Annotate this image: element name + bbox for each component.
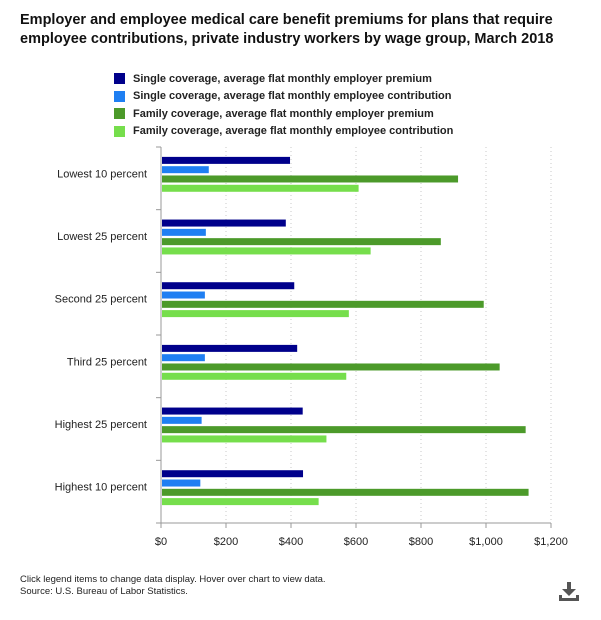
bar[interactable] (162, 156, 291, 164)
bar[interactable] (162, 282, 295, 290)
x-tick-label: $0 (155, 536, 167, 548)
category-label: Highest 25 percent (55, 419, 147, 431)
bar[interactable] (162, 291, 205, 299)
x-tick-label: $1,000 (469, 536, 503, 548)
x-tick-label: $600 (344, 536, 368, 548)
bar[interactable] (162, 407, 303, 415)
x-tick-label: $400 (279, 536, 303, 548)
bar[interactable] (162, 435, 327, 443)
footer-source: Source: U.S. Bureau of Labor Statistics. (20, 586, 188, 597)
bar[interactable] (162, 372, 347, 380)
footer-note: Click legend items to change data displa… (20, 574, 326, 585)
legend-label: Family coverage, average flat monthly em… (133, 125, 454, 138)
legend-label: Single coverage, average flat monthly em… (133, 72, 432, 85)
legend-item-single-employer[interactable]: Single coverage, average flat monthly em… (114, 70, 453, 88)
legend-label: Family coverage, average flat monthly em… (133, 107, 434, 120)
category-label: Second 25 percent (55, 294, 147, 306)
bar[interactable] (162, 416, 202, 424)
x-tick-label: $800 (409, 536, 433, 548)
legend-item-family-employer[interactable]: Family coverage, average flat monthly em… (114, 105, 453, 123)
bar[interactable] (162, 479, 201, 487)
bar[interactable] (162, 166, 209, 174)
bar[interactable] (162, 310, 349, 318)
legend-swatch (114, 125, 125, 137)
bar[interactable] (162, 300, 484, 308)
bar[interactable] (162, 184, 359, 192)
bar[interactable] (162, 470, 304, 478)
legend-swatch (114, 73, 125, 85)
bar[interactable] (162, 363, 500, 371)
legend-swatch (114, 108, 125, 120)
bar[interactable] (162, 426, 526, 434)
x-tick-label: $200 (214, 536, 238, 548)
legend-label: Single coverage, average flat monthly em… (133, 90, 452, 103)
download-icon[interactable] (558, 580, 580, 602)
bar[interactable] (162, 238, 441, 246)
category-label: Lowest 25 percent (57, 231, 147, 243)
bar[interactable] (162, 247, 371, 255)
bar[interactable] (162, 228, 206, 236)
category-label: Lowest 10 percent (57, 168, 147, 180)
download-icon-glyph (559, 582, 579, 601)
chart-title: Employer and employee medical care benef… (20, 12, 554, 47)
legend: Single coverage, average flat monthly em… (114, 70, 453, 140)
footer: Click legend items to change data displa… (20, 574, 326, 598)
bar[interactable] (162, 219, 286, 227)
bar[interactable] (162, 344, 298, 352)
bar[interactable] (162, 488, 529, 496)
legend-item-single-employee[interactable]: Single coverage, average flat monthly em… (114, 88, 453, 106)
category-label: Third 25 percent (67, 356, 147, 368)
category-label: Highest 10 percent (55, 482, 147, 494)
x-tick-label: $1,200 (534, 536, 568, 548)
legend-item-family-employee[interactable]: Family coverage, average flat monthly em… (114, 123, 453, 141)
bar[interactable] (162, 498, 319, 506)
legend-swatch (114, 90, 125, 102)
bar[interactable] (162, 354, 205, 362)
bar[interactable] (162, 175, 459, 183)
